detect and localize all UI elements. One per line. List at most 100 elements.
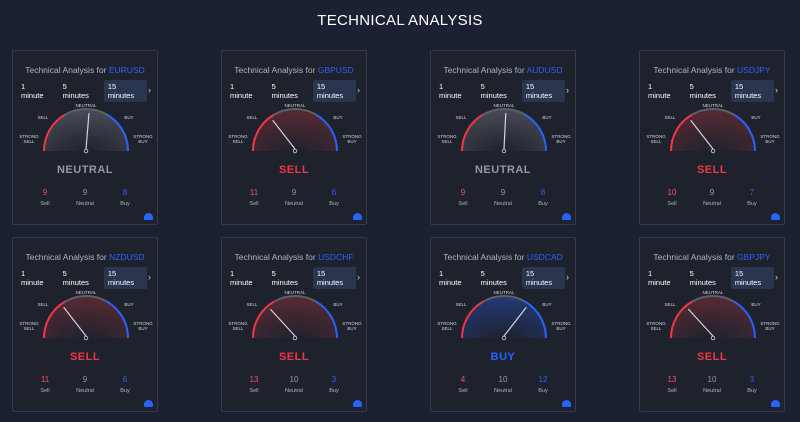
neutral-count: 10 — [498, 375, 508, 384]
signal-counts: 9 Sell 9 Neutral 8 Buy — [27, 188, 143, 207]
sell-count: 4 — [460, 375, 466, 384]
symbol-link[interactable]: USDCHF — [318, 252, 354, 262]
tab-5-minutes[interactable]: 5 minutes — [271, 82, 298, 100]
symbol-link[interactable]: EURUSD — [108, 65, 145, 75]
tab-1-minute[interactable]: 1 minute — [21, 82, 44, 100]
symbol-link[interactable]: USDCAD — [526, 252, 563, 262]
tab-1-minute[interactable]: 1 minute — [230, 269, 253, 287]
tradingview-logo-icon[interactable] — [144, 400, 153, 407]
tab-1-minute[interactable]: 1 minute — [230, 82, 253, 100]
label-sell: SELL — [455, 115, 467, 120]
timeframe-tabs: 1 minute 5 minutes 15 minutes › — [226, 267, 362, 289]
gauge: NEUTRAL SELL BUY STRONG SELL STRONG BUY — [646, 103, 780, 154]
chevron-right-icon[interactable]: › — [566, 272, 569, 282]
tab-15-minutes[interactable]: 15 minutes — [312, 267, 356, 289]
timeframe-tabs: 1 minute 5 minutes 15 minutes › — [17, 80, 153, 102]
chevron-right-icon[interactable]: › — [775, 272, 778, 282]
tab-5-minutes[interactable]: 5 minutes — [271, 269, 298, 287]
label-strong-buy: STRONG BUY — [133, 321, 153, 331]
tab-5-minutes[interactable]: 5 minutes — [62, 82, 89, 100]
tab-5-minutes[interactable]: 5 minutes — [62, 269, 89, 287]
label-sell: SELL — [664, 302, 676, 307]
card-title: Technical Analysis for GBPUSD — [234, 65, 354, 75]
label-buy: BUY — [124, 302, 133, 307]
tab-5-minutes[interactable]: 5 minutes — [480, 269, 507, 287]
tab-1-minute[interactable]: 1 minute — [439, 82, 462, 100]
gauge: NEUTRAL SELL BUY STRONG SELL STRONG BUY — [437, 103, 571, 154]
chevron-right-icon[interactable]: › — [775, 85, 778, 95]
label-strong-buy: STRONG BUY — [133, 134, 153, 144]
timeframe-tabs: 1 minute 5 minutes 15 minutes › — [435, 80, 571, 102]
neutral-count: 9 — [82, 375, 88, 384]
chevron-right-icon[interactable]: › — [357, 85, 360, 95]
analysis-card-usdcad: Technical Analysis for USDCAD 1 minute 5 … — [430, 237, 576, 412]
label-strong-buy: STRONG BUY — [551, 321, 571, 331]
neutral-count: 10 — [707, 375, 717, 384]
tab-15-minutes[interactable]: 15 minutes — [730, 80, 774, 102]
tab-15-minutes[interactable]: 15 minutes — [312, 80, 356, 102]
symbol-link[interactable]: GBPJPY — [737, 252, 771, 262]
buy-count: 6 — [122, 375, 128, 384]
tab-1-minute[interactable]: 1 minute — [21, 269, 44, 287]
tradingview-logo-icon[interactable] — [353, 213, 362, 220]
symbol-link[interactable]: AUDUSD — [526, 65, 563, 75]
symbol-link[interactable]: USDJPY — [737, 65, 771, 75]
needle-pivot — [292, 335, 298, 341]
buy-count: 6 — [331, 188, 337, 197]
analysis-card-gbpusd: Technical Analysis for GBPUSD 1 minute 5 … — [221, 50, 367, 225]
tab-15-minutes[interactable]: 15 minutes — [521, 80, 565, 102]
analysis-card-eurusd: Technical Analysis for EURUSD 1 minute 5 … — [12, 50, 158, 225]
timeframe-tabs: 1 minute 5 minutes 15 minutes › — [17, 267, 153, 289]
signal-counts: 10 Sell 9 Neutral 7 Buy — [654, 188, 770, 207]
gauge-needle — [272, 119, 296, 150]
label-sell: SELL — [455, 302, 467, 307]
tab-5-minutes[interactable]: 5 minutes — [480, 82, 507, 100]
neutral-count: 9 — [709, 188, 715, 197]
chevron-right-icon[interactable]: › — [566, 85, 569, 95]
tab-15-minutes[interactable]: 15 minutes — [103, 80, 147, 102]
gauge-needle — [690, 119, 714, 150]
timeframe-tabs: 1 minute 5 minutes 15 minutes › — [226, 80, 362, 102]
chevron-right-icon[interactable]: › — [148, 272, 151, 282]
tab-15-minutes[interactable]: 15 minutes — [730, 267, 774, 289]
tab-1-minute[interactable]: 1 minute — [439, 269, 462, 287]
label-sell: SELL — [246, 115, 258, 120]
gauge-needle — [687, 308, 714, 337]
label-sell: SELL — [37, 115, 49, 120]
symbol-link[interactable]: GBPUSD — [317, 65, 354, 75]
tradingview-logo-icon[interactable] — [562, 213, 571, 220]
label-strong-sell: STRONG SELL — [228, 321, 248, 331]
symbol-link[interactable]: NZDUSD — [109, 252, 145, 262]
signal-counts: 11 Sell 9 Neutral 6 Buy — [27, 375, 143, 394]
tab-15-minutes[interactable]: 15 minutes — [521, 267, 565, 289]
tradingview-logo-icon[interactable] — [353, 400, 362, 407]
tradingview-logo-icon[interactable] — [771, 400, 780, 407]
tab-1-minute[interactable]: 1 minute — [648, 82, 671, 100]
card-title: Technical Analysis for EURUSD — [25, 65, 145, 75]
signal-text: SELL — [69, 351, 101, 363]
chevron-right-icon[interactable]: › — [148, 85, 151, 95]
gauge-dome — [671, 296, 755, 338]
tab-5-minutes[interactable]: 5 minutes — [689, 82, 716, 100]
signal-text: BUY — [490, 351, 516, 363]
neutral-count: 9 — [82, 188, 88, 197]
timeframe-tabs: 1 minute 5 minutes 15 minutes › — [435, 267, 571, 289]
gauge-needle — [503, 113, 507, 150]
label-strong-sell: STRONG SELL — [228, 134, 248, 144]
gauge: NEUTRAL SELL BUY STRONG SELL STRONG BUY — [437, 290, 571, 341]
card-title: Technical Analysis for USDJPY — [653, 65, 771, 75]
gauge-needle — [269, 308, 296, 337]
tradingview-logo-icon[interactable] — [144, 213, 153, 220]
tradingview-logo-icon[interactable] — [562, 400, 571, 407]
gauge-dome — [671, 109, 755, 151]
page-title: TECHNICAL ANALYSIS — [317, 12, 483, 29]
tab-5-minutes[interactable]: 5 minutes — [689, 269, 716, 287]
tradingview-logo-icon[interactable] — [771, 213, 780, 220]
chevron-right-icon[interactable]: › — [357, 272, 360, 282]
tab-1-minute[interactable]: 1 minute — [648, 269, 671, 287]
gauge: NEUTRAL SELL BUY STRONG SELL STRONG BUY — [228, 290, 362, 341]
tab-15-minutes[interactable]: 15 minutes — [103, 267, 147, 289]
gauge-dome — [253, 109, 337, 151]
buy-count: 8 — [122, 188, 128, 197]
needle-pivot — [83, 335, 89, 341]
